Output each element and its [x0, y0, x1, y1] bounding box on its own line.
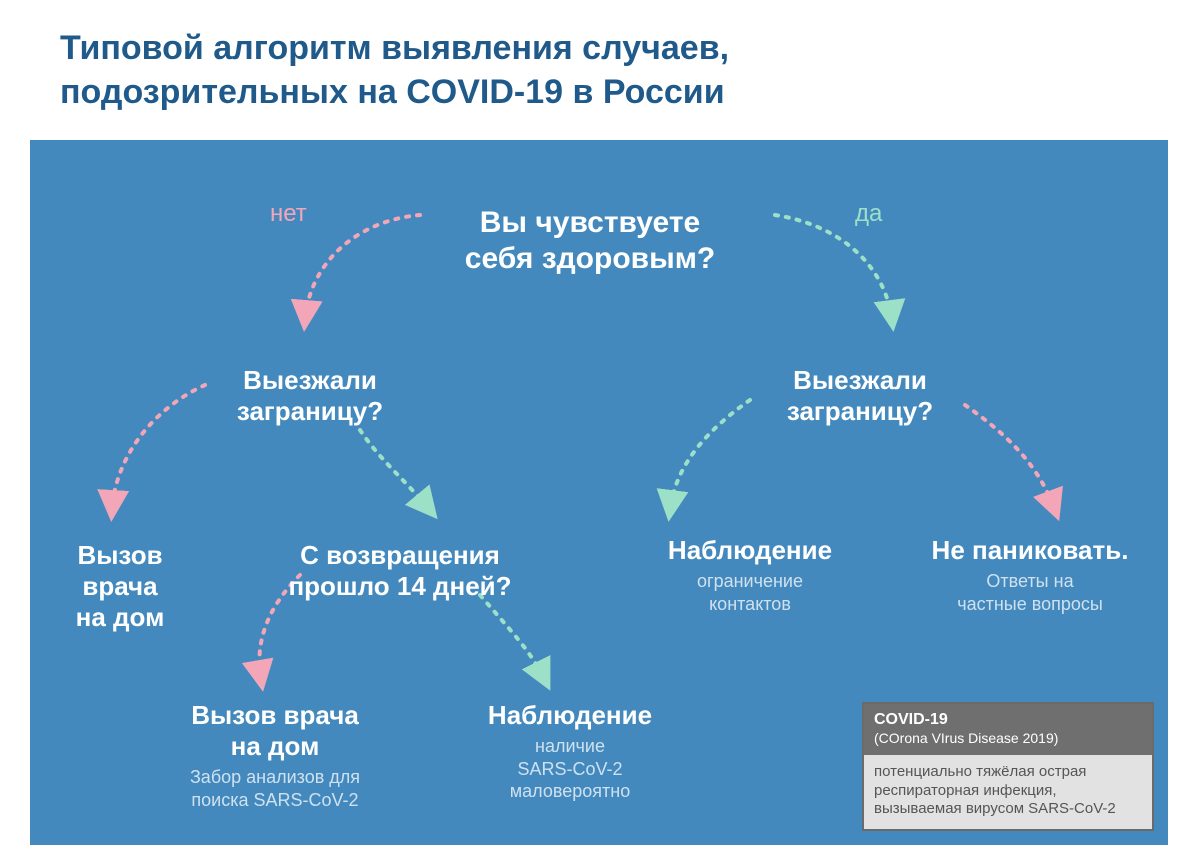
title-line-1: Типовой алгоритм выявления случаев, — [60, 29, 729, 67]
text: Вы чувствуете — [480, 206, 700, 239]
text: прошло 14 дней? — [288, 571, 511, 601]
text: Наблюдение — [488, 700, 652, 730]
text: SARS-CoV-2 — [517, 759, 622, 779]
text: ограничение — [697, 571, 803, 591]
text: Ответы на — [986, 571, 1073, 591]
text: контактов — [709, 594, 791, 614]
text: Вызов врача — [191, 700, 359, 730]
page-title: Типовой алгоритм выявления случаев, подо… — [0, 0, 1198, 132]
node-abroad-right: Выезжализаграницу? — [740, 365, 980, 427]
page: Типовой алгоритм выявления случаев, подо… — [0, 0, 1198, 866]
node-root-question: Вы чувствуетесебя здоровым? — [410, 205, 770, 277]
info-box-body: потенциально тяжёлая острая респираторна… — [864, 755, 1152, 829]
flowchart-canvas: нет да Вы чувствуетесебя здоровым? Выезж… — [30, 140, 1168, 845]
text: частные вопросы — [957, 594, 1103, 614]
text: Выезжали — [243, 365, 377, 395]
text: Выезжали — [793, 365, 927, 395]
info-box-header: COVID-19 (COrona VIrus Disease 2019) — [864, 704, 1152, 755]
info-box-subtitle: (COrona VIrus Disease 2019) — [874, 730, 1058, 746]
node-no-panic: Не паниковать. Ответы на частные вопросы — [920, 535, 1140, 615]
node-call-doctor-bottom: Вызов врачана дом Забор анализов для поис… — [135, 700, 415, 811]
arrow-days14-yes — [480, 595, 545, 680]
arrow-root-yes — [775, 215, 892, 320]
node-abroad-left: Выезжализаграницу? — [190, 365, 430, 427]
text: заграницу? — [787, 396, 933, 426]
info-box: COVID-19 (COrona VIrus Disease 2019) пот… — [862, 702, 1154, 831]
arrow-root-no — [305, 215, 420, 320]
text: Вызов — [77, 540, 162, 570]
text: С возвращения — [300, 540, 500, 570]
text: поиска SARS-CoV-2 — [191, 790, 358, 810]
arrow-abroadL-yes — [360, 430, 430, 510]
text: Забор анализов для — [190, 767, 360, 787]
text: на дом — [76, 602, 165, 632]
text: маловероятно — [510, 781, 630, 801]
node-observation-right: Наблюдение ограничение контактов — [640, 535, 860, 615]
title-line-2: подозрительных на COVID-19 в России — [60, 73, 725, 111]
node-observation-bottom: Наблюдение наличие SARS-CoV-2маловероятно — [450, 700, 690, 803]
branch-label-no: нет — [270, 200, 307, 228]
text: наличие — [535, 736, 605, 756]
text: на дом — [231, 731, 320, 761]
text: Наблюдение — [668, 535, 832, 565]
text: заграницу? — [237, 396, 383, 426]
branch-label-yes: да — [855, 200, 882, 228]
text: Не паниковать. — [932, 535, 1129, 565]
node-call-doctor-left: Вызовврачана дом — [40, 540, 200, 634]
text: врача — [82, 571, 157, 601]
arrow-abroadR-yes — [670, 400, 750, 510]
node-14-days: С возвращенияпрошло 14 дней? — [260, 540, 540, 602]
info-box-title: COVID-19 — [874, 711, 948, 728]
text: себя здоровым? — [465, 242, 715, 275]
